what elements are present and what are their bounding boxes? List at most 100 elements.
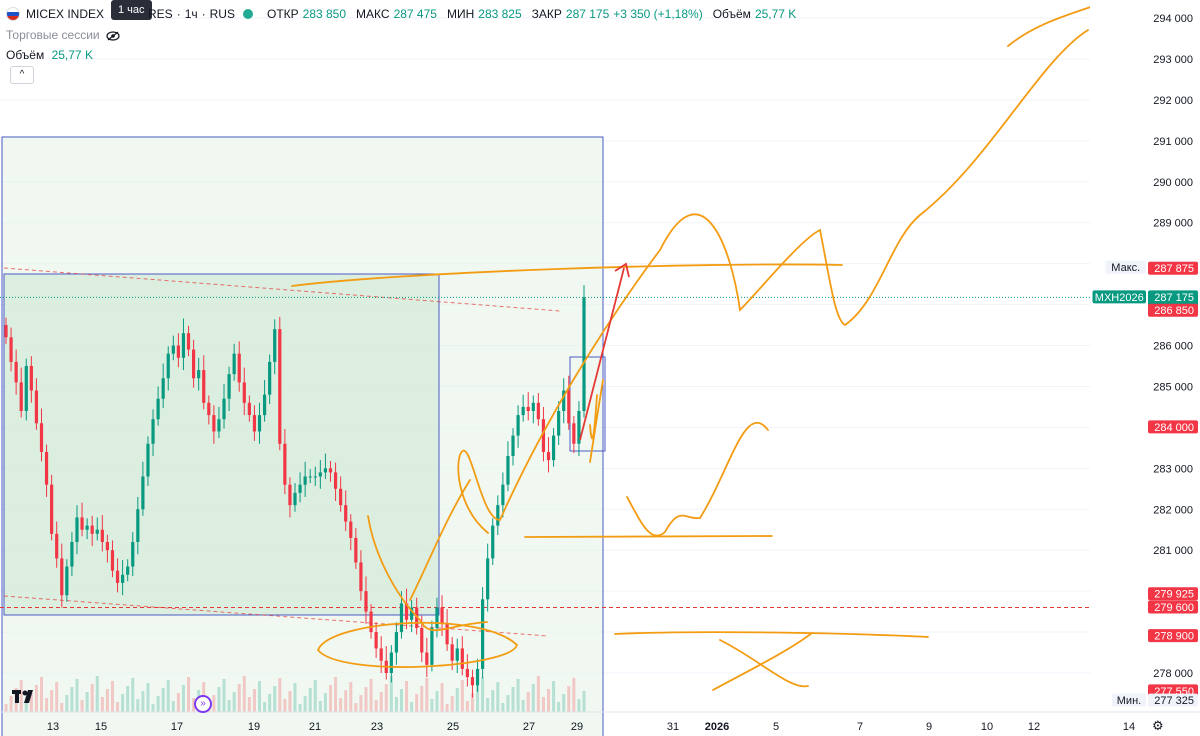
candle-body <box>191 349 196 379</box>
price-label-badge <box>1148 303 1198 317</box>
volume-bar <box>572 678 576 712</box>
time-tick-label: 13 <box>47 721 59 733</box>
freehand-stroke <box>589 379 604 463</box>
candle-body <box>410 607 414 620</box>
volume-bar <box>126 686 130 712</box>
candle-body <box>252 415 257 432</box>
exchange-label: RUS <box>209 7 235 21</box>
gear-icon[interactable]: ⚙ <box>1152 718 1164 733</box>
candle-body <box>121 574 125 583</box>
freehand-stroke <box>712 632 813 691</box>
candle-body <box>247 402 251 416</box>
candle-body <box>531 402 535 411</box>
candle-body <box>212 415 216 432</box>
candle-body <box>551 435 556 461</box>
price-tick-label: 282 000 <box>1153 504 1193 516</box>
volume-bar <box>481 677 485 712</box>
price-label-text: 279 925 <box>1154 589 1194 601</box>
symbol-name[interactable]: MICEX INDEX <box>26 7 105 21</box>
volume-bar <box>29 693 33 712</box>
candle-body <box>257 415 262 432</box>
candle-body <box>273 329 277 362</box>
volume-bar <box>308 688 312 712</box>
candle-body <box>197 370 201 379</box>
volume-bar <box>496 682 500 712</box>
candle-body <box>110 550 115 571</box>
candle-body <box>389 652 393 673</box>
volume-bar <box>171 701 175 712</box>
volume-bar <box>273 686 277 712</box>
time-tick-label: 19 <box>248 721 260 733</box>
candle-body <box>562 390 566 411</box>
volume-bar <box>100 697 104 712</box>
high-label: МАКС <box>356 7 390 21</box>
interval-label[interactable]: 1ч <box>184 7 198 21</box>
volume-bar <box>405 681 409 712</box>
volume-bar <box>552 681 556 712</box>
replay-icon[interactable]: » <box>194 695 212 713</box>
price-label-prefix: Мин. <box>1117 695 1141 707</box>
trend-line-upper <box>3 267 561 312</box>
volume-bar <box>258 681 262 712</box>
volume-bar <box>268 694 272 712</box>
volume-bar <box>65 695 69 712</box>
volume-bar <box>374 700 378 712</box>
volume-bar <box>110 681 114 712</box>
eye-icon[interactable] <box>106 30 120 41</box>
candle-body <box>440 607 444 624</box>
price-label-text: 284 000 <box>1154 422 1194 434</box>
candle-body <box>475 668 480 686</box>
time-tick-label: 29 <box>571 721 583 733</box>
price-label-badge <box>1148 693 1198 707</box>
time-tick-label: 27 <box>523 721 535 733</box>
symbol-legend: MICEX INDEX RES · 1ч · RUS ОТКР 283 850 … <box>6 7 797 62</box>
volume-bar <box>298 704 302 712</box>
volume-bar <box>187 677 191 712</box>
volume-bar <box>146 683 150 712</box>
candle-body <box>105 542 110 551</box>
volume-bar <box>4 704 8 712</box>
volume-bar <box>303 696 307 712</box>
price-label-prefix: Макс. <box>1111 262 1140 274</box>
candle-body <box>227 374 231 399</box>
tradingview-logo-icon[interactable] <box>12 688 38 704</box>
volume-bar <box>399 689 403 712</box>
price-tick-label: 281 000 <box>1153 545 1193 557</box>
volume-bar <box>410 702 414 712</box>
volume-bar <box>415 694 419 712</box>
candle-body <box>80 517 84 530</box>
volume-bar <box>465 701 469 712</box>
volume-bar <box>339 698 343 712</box>
symbol-name-rest[interactable]: RES <box>148 7 173 21</box>
chevron-up-icon[interactable]: ^ <box>10 66 34 84</box>
candle-body <box>262 394 267 416</box>
candle-body <box>156 398 160 420</box>
candle-body <box>344 505 348 522</box>
volume-bar <box>334 677 338 712</box>
market-status-icon <box>242 9 253 19</box>
candle-body <box>131 542 135 567</box>
volume-bar <box>450 696 454 712</box>
freehand-stroke <box>614 631 929 638</box>
rectangle-drawings <box>0 136 1145 736</box>
candle-body <box>506 456 510 485</box>
high-value: 287 475 <box>393 7 437 21</box>
volume-bar <box>217 687 221 712</box>
candle-body <box>582 297 586 411</box>
sessions-label[interactable]: Торговые сессии <box>6 28 100 42</box>
candle-body <box>14 361 18 383</box>
candle-body <box>516 415 520 436</box>
volume-bar <box>359 695 363 712</box>
price-tick-label: 293 000 <box>1153 54 1193 66</box>
volume-bar <box>95 676 99 712</box>
volume-bar <box>501 703 505 712</box>
price-label-prefix-badge <box>1112 693 1146 707</box>
price-label-prefix-badge <box>1092 290 1146 304</box>
candle-body <box>455 648 459 661</box>
candle-body <box>379 648 383 661</box>
freehand-stroke <box>291 263 843 287</box>
time-tick-label: 23 <box>371 721 383 733</box>
time-tick-label: 12 <box>1028 721 1040 733</box>
